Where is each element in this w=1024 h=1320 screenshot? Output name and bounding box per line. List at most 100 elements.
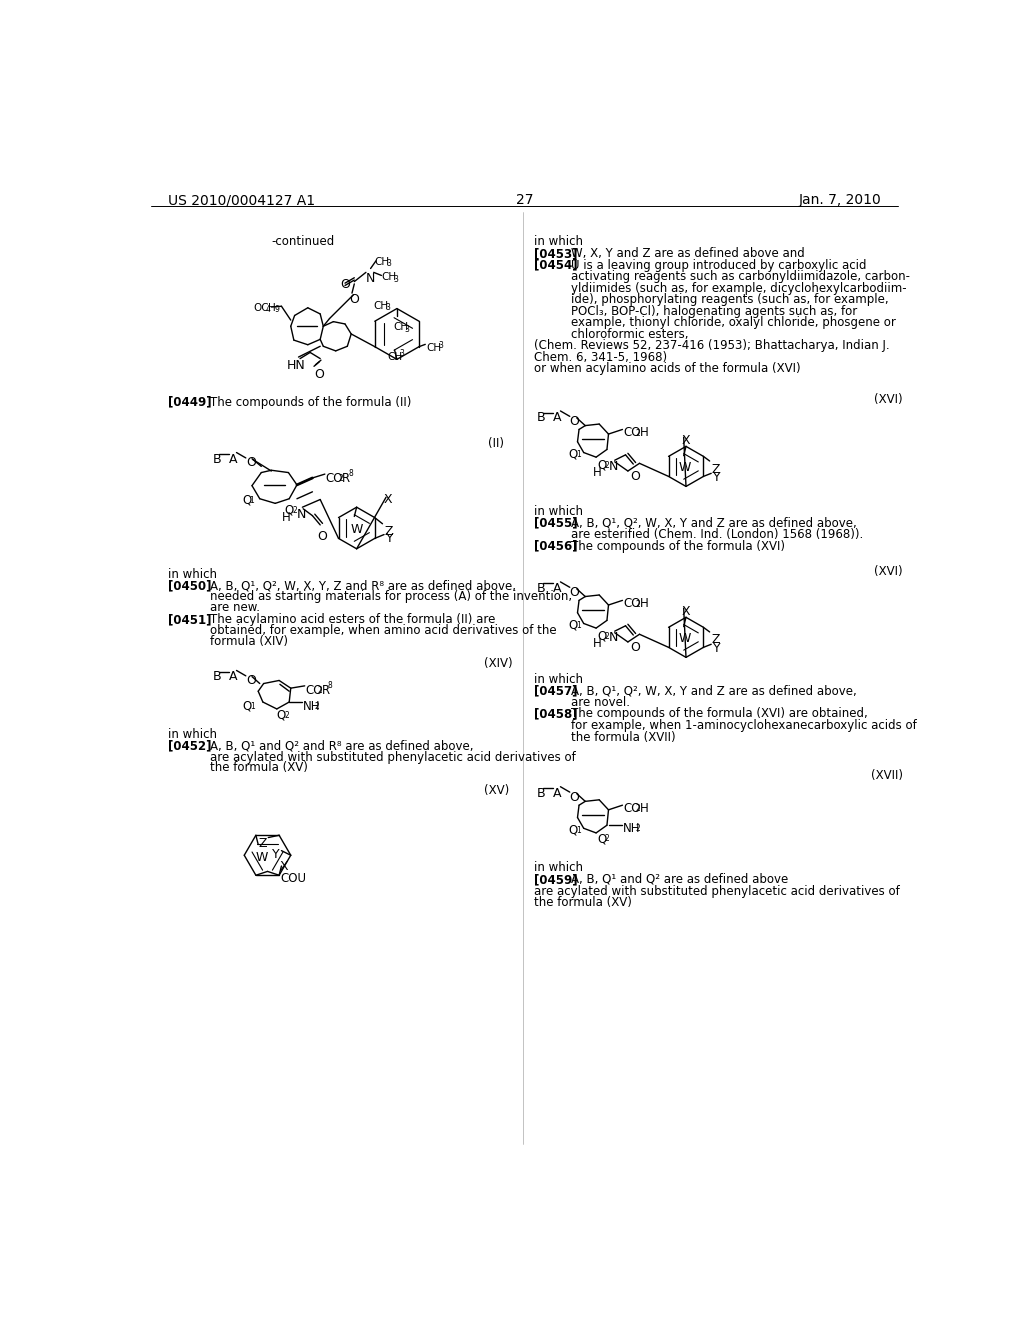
Text: W, X, Y and Z are as defined above and: W, X, Y and Z are as defined above and [571,247,805,260]
Text: Q: Q [242,494,251,507]
Text: Y: Y [713,642,720,655]
Text: 2: 2 [285,711,290,721]
Text: A, B, Q¹ and Q² are as defined above: A, B, Q¹ and Q² are as defined above [571,873,788,886]
Text: N: N [366,272,376,285]
Text: are new.: are new. [210,601,260,614]
Text: 9: 9 [274,305,280,314]
Text: 3: 3 [385,304,390,312]
Text: [0455]: [0455] [535,516,578,529]
Text: The compounds of the formula (II): The compounds of the formula (II) [210,396,412,409]
Text: are novel.: are novel. [571,696,631,709]
Text: O: O [349,293,358,306]
Text: [0457]: [0457] [535,684,578,697]
Text: W: W [678,632,690,645]
Text: CH: CH [381,272,396,282]
Text: [0456]: [0456] [535,540,578,553]
Text: 27: 27 [516,193,534,207]
Text: CO: CO [624,803,641,816]
Text: N: N [608,631,617,644]
Text: O: O [246,675,256,688]
Text: the formula (XV): the formula (XV) [535,896,632,909]
Text: The compounds of the formula (XVI) are obtained,: The compounds of the formula (XVI) are o… [571,708,868,721]
Text: in which: in which [535,862,583,874]
Text: yldiimides (such as, for example, dicyclohexylcarbodiim-: yldiimides (such as, for example, dicycl… [571,281,907,294]
Text: X: X [280,859,288,873]
Text: O: O [314,368,324,381]
Text: in which: in which [535,506,583,517]
Text: formula (XIV): formula (XIV) [210,635,288,648]
Text: O: O [569,586,580,599]
Text: U is a leaving group introduced by carboxylic acid: U is a leaving group introduced by carbo… [571,259,866,272]
Text: 2: 2 [636,599,640,609]
Text: -continued: -continued [271,235,335,248]
Text: in which: in which [168,729,217,742]
Text: W: W [256,850,268,863]
Text: O: O [569,791,580,804]
Text: CH: CH [388,351,402,362]
Text: 2: 2 [604,461,609,470]
Text: COU: COU [281,873,306,886]
Text: X: X [682,605,691,618]
Text: [0452]: [0452] [168,739,212,752]
Text: H: H [593,466,602,479]
Text: Q: Q [597,630,606,643]
Text: Q: Q [568,824,578,837]
Text: Y: Y [272,847,280,861]
Text: 2: 2 [636,825,640,833]
Text: Y: Y [386,532,393,545]
Text: the formula (XVII): the formula (XVII) [571,730,676,743]
Text: 3: 3 [386,259,391,268]
Text: chloroformic esters,: chloroformic esters, [571,327,689,341]
Text: Q: Q [285,503,294,516]
Text: The compounds of the formula (XVI): The compounds of the formula (XVI) [571,540,785,553]
Text: B: B [213,453,222,466]
Text: 1: 1 [250,496,254,504]
Text: CH: CH [393,322,409,333]
Text: Q: Q [243,700,252,713]
Text: 3: 3 [399,350,404,358]
Text: O: O [630,470,640,483]
Text: 1: 1 [575,826,581,836]
Text: 2: 2 [314,702,319,711]
Text: B: B [538,787,546,800]
Text: example, thionyl chloride, oxalyl chloride, phosgene or: example, thionyl chloride, oxalyl chlori… [571,317,896,329]
Text: 4: 4 [265,305,270,314]
Text: N: N [608,461,617,474]
Text: 2: 2 [317,686,323,694]
Text: R: R [342,471,350,484]
Text: X: X [384,492,392,506]
Text: O: O [340,277,350,290]
Text: CH: CH [374,301,389,310]
Text: 2: 2 [604,632,609,642]
Text: A: A [228,453,238,466]
Text: are acylated with substituted phenylacetic acid derivatives of: are acylated with substituted phenylacet… [535,884,900,898]
Text: X: X [682,434,691,447]
Text: CO: CO [624,598,641,610]
Text: 2: 2 [604,834,609,843]
Text: R: R [322,684,330,697]
Text: H: H [640,598,648,610]
Text: 1: 1 [251,702,255,711]
Text: A: A [553,787,561,800]
Text: (XV): (XV) [483,784,509,797]
Text: 1: 1 [575,622,581,630]
Text: Jan. 7, 2010: Jan. 7, 2010 [799,193,882,207]
Text: needed as starting materials for process (A) of the invention,: needed as starting materials for process… [210,590,572,603]
Text: US 2010/0004127 A1: US 2010/0004127 A1 [168,193,315,207]
Text: A: A [553,411,561,424]
Text: are esterified (Chem. Ind. (London) 1568 (1968)).: are esterified (Chem. Ind. (London) 1568… [571,528,863,541]
Text: A, B, Q¹, Q², W, X, Y, Z and R⁸ are as defined above,: A, B, Q¹, Q², W, X, Y, Z and R⁸ are as d… [210,579,516,593]
Text: H: H [593,638,602,651]
Text: A, B, Q¹, Q², W, X, Y and Z are as defined above,: A, B, Q¹, Q², W, X, Y and Z are as defin… [571,516,857,529]
Text: H: H [282,511,290,524]
Text: or when acylamino acids of the formula (XVI): or when acylamino acids of the formula (… [535,363,801,375]
Text: CO: CO [326,471,343,484]
Text: 2: 2 [636,429,640,438]
Text: B: B [538,411,546,424]
Text: [0453]: [0453] [535,247,578,260]
Text: (XVII): (XVII) [871,770,903,781]
Text: Z: Z [384,525,392,539]
Text: (XVI): (XVI) [873,565,902,578]
Text: Chem. 6, 341-5, 1968): Chem. 6, 341-5, 1968) [535,351,668,364]
Text: The acylamino acid esters of the formula (II) are: The acylamino acid esters of the formula… [210,614,496,627]
